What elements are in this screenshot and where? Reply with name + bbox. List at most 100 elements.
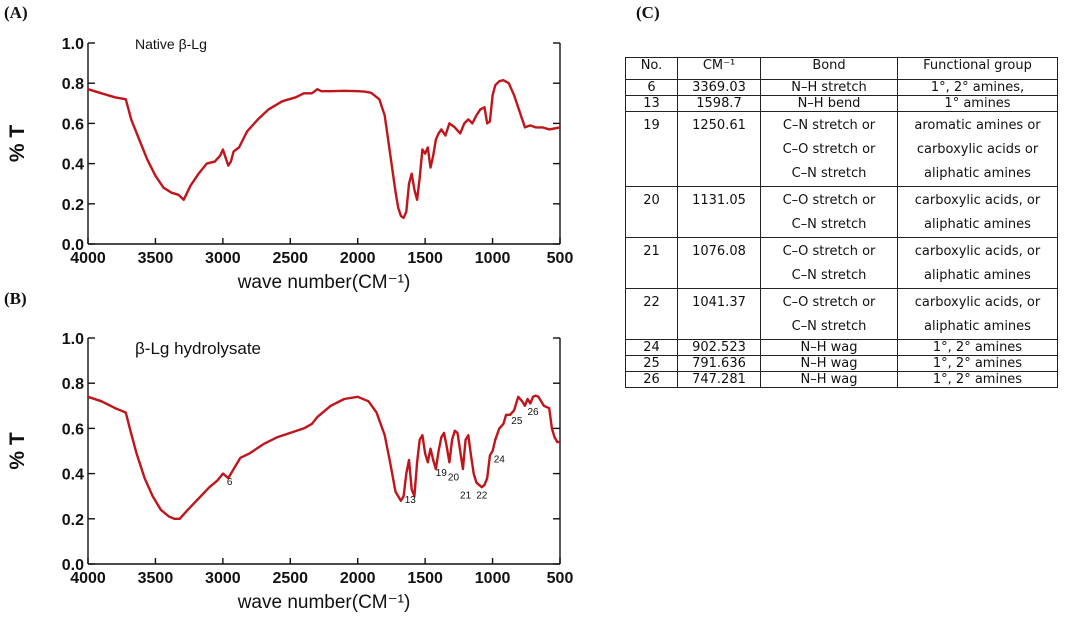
y-tick-label: 0.8 [62, 76, 84, 93]
y-tick-label: 0.2 [62, 512, 84, 529]
cell-no: 20 [625, 186, 678, 238]
peak-label: 6 [227, 477, 233, 488]
chart-native-spectrum: 0.0 0.2 0.4 0.6 0.8 1.0 4000 3500 3000 2500 2000 15… [6, 36, 574, 293]
cell-wavenumber: 747.281 [677, 371, 761, 388]
cell-bond: N–H wag [760, 371, 898, 388]
cell-wavenumber: 3369.03 [677, 79, 761, 96]
peak-label: 26 [527, 407, 539, 418]
x-tick-label: 4000 [70, 570, 106, 587]
cell-functional-group: 1°, 2° amines [897, 355, 1058, 372]
y-tick-label: 1.0 [62, 331, 84, 348]
cell-no: 19 [625, 111, 678, 187]
column-header-no: No. [625, 57, 678, 80]
y-axis-label: % T [6, 432, 29, 470]
panel-label-b: (B) [4, 289, 27, 308]
peak-label: 24 [494, 454, 506, 465]
chart-title: Native β-Lg [135, 36, 207, 52]
column-header-bond: Bond [760, 57, 898, 80]
group-line: aliphatic amines [924, 166, 1031, 181]
cell-wavenumber: 1250.61 [677, 111, 761, 187]
group-line: 1°, 2° amines, [930, 80, 1025, 95]
y-tick-label: 0.0 [62, 237, 84, 254]
cell-no: 24 [625, 339, 678, 356]
bond-line: N–H wag [800, 340, 858, 355]
group-line: carboxylic acids, or [914, 193, 1041, 208]
cell-bond: C–O stretch or C–N stretch [760, 237, 898, 289]
cell-no: 22 [625, 288, 678, 340]
x-axis-label: wave number(CM⁻¹) [237, 592, 411, 613]
peak-label: 22 [476, 490, 488, 501]
table-header-row: No. CM⁻¹ Bond Functional group [625, 57, 1058, 80]
x-tick-label: 4000 [70, 250, 106, 267]
peak-label: 13 [405, 495, 417, 506]
bond-line: C–O stretch or [782, 142, 876, 157]
y-tick-label: 1.0 [62, 36, 84, 53]
cell-bond: C–O stretch or C–N stretch [760, 288, 898, 340]
group-line: carboxylic acids, or [914, 244, 1041, 259]
table-body: 6 3369.03 N–H stretch 1°, 2° amines, 13 1598.… [625, 79, 1058, 388]
peak-label: 20 [448, 472, 460, 483]
x-tick-label: 3500 [138, 570, 174, 587]
y-tick-label: 0.0 [62, 557, 84, 574]
group-line: carboxylic acids or [916, 142, 1039, 157]
bond-line: N–H wag [800, 372, 858, 387]
cell-bond: N–H wag [760, 355, 898, 372]
column-header-functional-group: Functional group [897, 57, 1058, 80]
peak-label: 25 [511, 416, 523, 427]
cell-no: 26 [625, 371, 678, 388]
cell-no: 13 [625, 95, 678, 112]
peak-label: 19 [436, 468, 448, 479]
x-tick-label: 2000 [340, 570, 376, 587]
x-tick-label: 2500 [272, 250, 308, 267]
group-line: 1°, 2° amines [932, 372, 1023, 387]
cell-wavenumber: 1131.05 [677, 186, 761, 238]
cell-functional-group: carboxylic acids, or aliphatic amines [897, 288, 1058, 340]
bond-line: C–N stretch [791, 166, 867, 181]
table-row: 6 3369.03 N–H stretch 1°, 2° amines, [625, 79, 1058, 96]
y-axis-label: % T [6, 125, 29, 163]
bond-line: C–O stretch or [782, 295, 876, 310]
bond-line: C–O stretch or [782, 193, 876, 208]
cell-wavenumber: 902.523 [677, 339, 761, 356]
group-line: 1° amines [944, 96, 1011, 111]
x-tick-label: 1000 [475, 570, 511, 587]
x-tick-label: 1500 [407, 570, 443, 587]
cell-functional-group: carboxylic acids, or aliphatic amines [897, 186, 1058, 238]
x-tick-label: 500 [547, 250, 574, 267]
bond-line: N–H bend [797, 96, 861, 111]
x-tick-label: 3000 [205, 570, 241, 587]
x-tick-label: 3000 [205, 250, 241, 267]
cell-functional-group: 1°, 2° amines [897, 371, 1058, 388]
group-line: 1°, 2° amines [932, 340, 1023, 355]
cell-wavenumber: 791.636 [677, 355, 761, 372]
table-row: 26 747.281 N–H wag 1°, 2° amines [625, 371, 1058, 388]
bond-line: C–N stretch [791, 268, 867, 283]
cell-bond: C–N stretch or C–O stretch or C–N stretch [760, 111, 898, 187]
bond-line: N–H stretch [791, 80, 867, 95]
y-tick-label: 0.4 [62, 467, 84, 484]
table-row: 13 1598.7 N–H bend 1° amines [625, 95, 1058, 112]
x-tick-label: 3500 [138, 250, 174, 267]
spectrum-line [87, 79, 561, 220]
cell-functional-group: 1°, 2° amines [897, 339, 1058, 356]
bond-line: N–H wag [800, 356, 858, 371]
table-row: 20 1131.05 C–O stretch or C–N stretch carbox… [625, 186, 1058, 238]
group-line: aliphatic amines [924, 268, 1031, 283]
cell-bond: N–H stretch [760, 79, 898, 96]
cell-functional-group: 1° amines [897, 95, 1058, 112]
cell-wavenumber: 1076.08 [677, 237, 761, 289]
ftir-assignment-table: No. CM⁻¹ Bond Functional group 6 3369.03 N… [625, 57, 1058, 388]
spectrum-line [87, 394, 560, 520]
y-tick-label: 0.2 [62, 197, 84, 214]
cell-bond: N–H wag [760, 339, 898, 356]
table-row: 19 1250.61 C–N stretch or C–O stretch or C–N… [625, 111, 1058, 187]
cell-no: 25 [625, 355, 678, 372]
panel-label-a: (A) [4, 3, 28, 22]
column-header-wavenumber: CM⁻¹ [677, 57, 761, 80]
group-line: aliphatic amines [924, 319, 1031, 334]
table-row: 22 1041.37 C–O stretch or C–N stretch carbox… [625, 288, 1058, 340]
peak-label: 21 [460, 490, 472, 501]
group-line: aromatic amines or [914, 118, 1041, 133]
cell-functional-group: aromatic amines or carboxylic acids or ali… [897, 111, 1058, 187]
x-tick-label: 500 [547, 570, 574, 587]
